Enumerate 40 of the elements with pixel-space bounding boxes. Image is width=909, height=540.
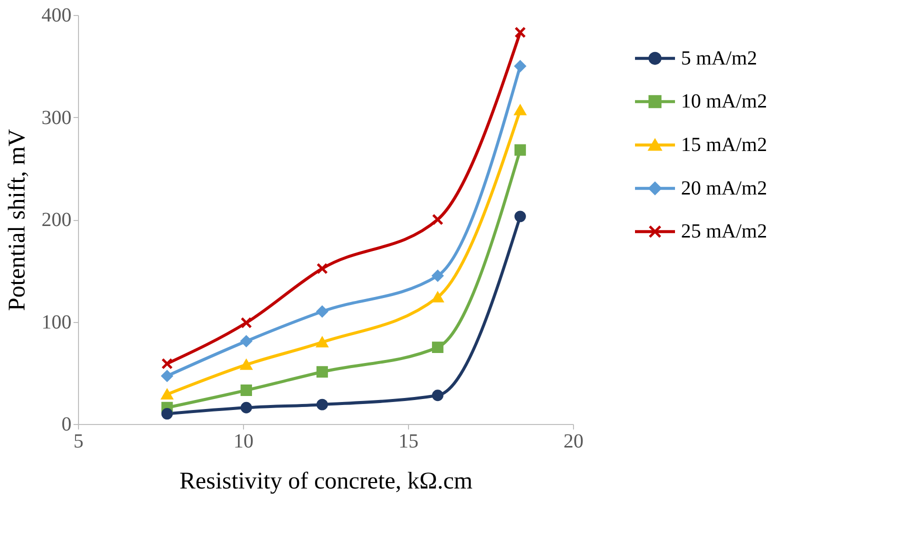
point <box>240 360 252 370</box>
point <box>240 317 252 328</box>
point <box>514 104 526 116</box>
legend-label: 10 mA/m2 <box>681 90 768 113</box>
y-tick-label: 100 <box>42 311 72 334</box>
point <box>240 402 252 414</box>
x-axis-title: Resistivity of concrete, kΩ.cm <box>179 468 473 494</box>
point <box>432 342 444 354</box>
point <box>514 144 526 156</box>
x-tick-label: 10 <box>234 430 254 452</box>
point <box>432 214 444 226</box>
legend-label: 15 mA/m2 <box>681 134 768 156</box>
point <box>240 384 252 396</box>
legend-label: 25 mA/m2 <box>681 220 768 243</box>
point <box>316 337 328 348</box>
point <box>432 292 444 302</box>
point <box>161 408 173 420</box>
point <box>316 398 328 410</box>
point <box>161 370 173 382</box>
x-tick-label: 15 <box>398 430 418 452</box>
point <box>432 270 444 282</box>
x-tick-label: 20 <box>564 430 584 452</box>
point <box>514 26 526 38</box>
point <box>316 306 328 318</box>
point <box>316 262 328 274</box>
legend-label: 5 mA/m2 <box>681 47 758 70</box>
point <box>514 210 526 222</box>
point <box>514 60 526 72</box>
y-tick-label: 400 <box>42 4 72 26</box>
point <box>240 335 252 347</box>
y-tick-label: 300 <box>42 106 72 129</box>
point <box>161 389 173 400</box>
x-tick-label: 5 <box>74 430 84 452</box>
legend-label: 20 mA/m2 <box>681 177 768 200</box>
point <box>316 366 328 378</box>
point <box>432 390 444 402</box>
point <box>161 358 173 370</box>
y-axis-title: Potential shift, mV <box>4 128 30 311</box>
y-tick-label: 0 <box>62 414 72 436</box>
y-tick-label: 200 <box>42 209 72 231</box>
